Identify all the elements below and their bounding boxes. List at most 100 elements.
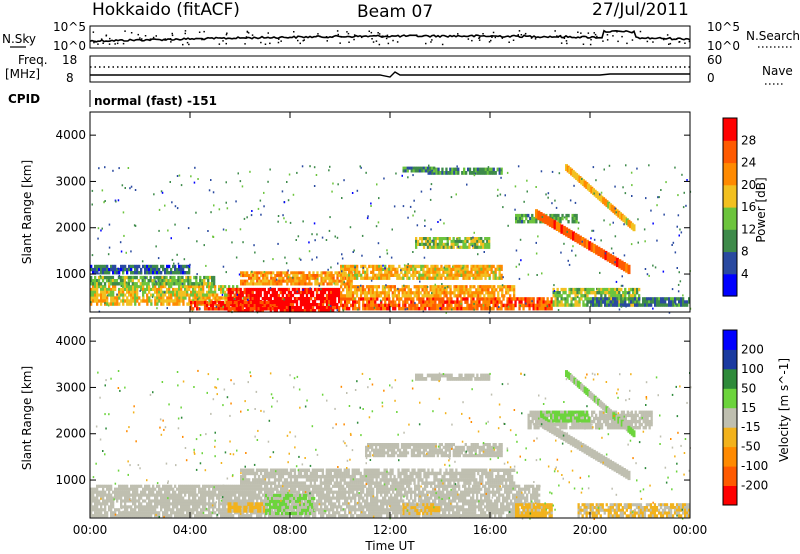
velocity-cell [116, 487, 119, 491]
power-cell [272, 271, 275, 275]
velocity-cell [116, 499, 119, 503]
power-cell [608, 297, 611, 301]
velocity-cell [164, 493, 167, 497]
power-cell [148, 271, 151, 275]
power-cell [356, 273, 359, 277]
power-cell [449, 294, 452, 298]
power-cell [434, 303, 437, 308]
power-cell [109, 279, 113, 283]
velocity-cell [102, 493, 105, 497]
velocity-cell [174, 502, 177, 506]
power-cell [442, 273, 445, 277]
velocity-cell [234, 493, 237, 497]
power-cell [449, 288, 452, 292]
velocity-cell [176, 496, 179, 500]
power-cell [342, 306, 345, 311]
power-cell [652, 264, 654, 267]
velocity-cell [118, 511, 121, 515]
power-cell [102, 267, 105, 272]
power-cell [612, 294, 615, 298]
power-cell [318, 282, 321, 286]
power-cell [259, 287, 262, 292]
power-cell [361, 285, 365, 289]
velocity-cell [184, 502, 187, 506]
power-cell [205, 300, 209, 305]
velocity-cell [120, 490, 123, 494]
velocity-cell [188, 511, 191, 515]
velocity-cell [134, 511, 137, 515]
velocity-cell [168, 502, 171, 506]
power-cell [283, 306, 287, 310]
power-cell [576, 287, 579, 292]
power-cell [487, 291, 490, 295]
power-cell [628, 303, 631, 307]
velocity-cell [266, 490, 269, 494]
power-cell [538, 300, 541, 304]
power-cell [378, 306, 381, 311]
velocity-region [90, 484, 541, 518]
velocity-cell [202, 493, 205, 497]
power-cell [108, 302, 111, 306]
power-cell [122, 287, 125, 291]
power-cell [684, 300, 687, 304]
power-cell [535, 209, 538, 219]
power-cell [273, 309, 276, 313]
power-cell [128, 264, 131, 269]
power-cell [631, 184, 633, 187]
power-cell [441, 167, 444, 172]
power-cell [540, 306, 543, 311]
power-cell [678, 297, 681, 301]
power-cell [569, 199, 572, 202]
noise-search-point [593, 32, 595, 34]
power-cell [159, 279, 162, 283]
power-cell [188, 293, 191, 297]
power-cell [407, 291, 410, 295]
power-cell [271, 300, 274, 305]
power-cell [551, 213, 554, 218]
beam-label: Beam 07 [357, 2, 433, 22]
velocity-cell [116, 514, 119, 518]
velocity-cell [118, 493, 121, 497]
power-cell [370, 276, 373, 280]
power-cell [297, 235, 300, 238]
noise-search-point [368, 30, 370, 32]
velocity-cell [254, 490, 257, 494]
power-cell [565, 213, 568, 218]
power-cell [330, 300, 333, 304]
power-cell [442, 306, 445, 311]
velocity-cell [118, 496, 121, 500]
power-cell [207, 230, 209, 232]
velocity-cell [140, 508, 143, 512]
power-cell [526, 303, 529, 308]
velocity-cell [224, 514, 227, 518]
velocity-cell [224, 490, 227, 494]
noise-search-point [534, 38, 537, 40]
power-cell [336, 236, 339, 239]
power-cell [426, 245, 430, 249]
power-cell [468, 245, 471, 249]
velocity-cell [94, 508, 97, 512]
power-cell [220, 285, 223, 289]
power-cell [250, 274, 253, 278]
velocity-cell [180, 508, 183, 512]
velocity-cell [144, 508, 147, 512]
power-cell [460, 300, 463, 304]
power-cell [262, 274, 265, 278]
power-cell [240, 282, 243, 286]
velocity-cell [146, 502, 149, 506]
power-cell [472, 306, 475, 311]
noise-search-point [122, 42, 125, 45]
velocity-cell [210, 505, 213, 509]
velocity-cell [208, 511, 211, 515]
power-cell [455, 167, 458, 172]
power-cell [194, 293, 197, 297]
power-cell [273, 297, 276, 301]
velocity-cell [244, 487, 247, 491]
velocity-cell [272, 487, 275, 491]
power-cell [239, 303, 242, 307]
power-cell [336, 293, 339, 298]
power-cell [412, 270, 415, 274]
power-cell [426, 285, 429, 288]
power-cell [108, 267, 111, 272]
power-cell [250, 276, 253, 280]
